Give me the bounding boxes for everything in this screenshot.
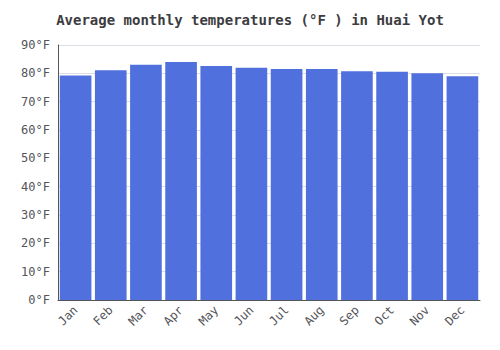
svg-text:Jun: Jun	[231, 303, 256, 328]
svg-text:10°F: 10°F	[21, 265, 50, 279]
svg-text:Average monthly temperatures (: Average monthly temperatures (°F ) in Hu…	[56, 12, 444, 28]
svg-text:60°F: 60°F	[21, 123, 50, 137]
svg-text:Dec: Dec	[442, 303, 467, 328]
svg-text:Jul: Jul	[266, 303, 291, 328]
svg-text:30°F: 30°F	[21, 208, 50, 222]
svg-text:40°F: 40°F	[21, 180, 50, 194]
svg-text:20°F: 20°F	[21, 236, 50, 250]
svg-text:90°F: 90°F	[21, 38, 50, 52]
svg-text:80°F: 80°F	[21, 66, 50, 80]
svg-text:Sep: Sep	[337, 303, 362, 328]
svg-text:Apr: Apr	[161, 303, 186, 328]
svg-text:70°F: 70°F	[21, 95, 50, 109]
svg-text:Jan: Jan	[55, 303, 80, 328]
svg-text:Feb: Feb	[90, 303, 115, 328]
svg-text:Mar: Mar	[126, 303, 151, 328]
svg-text:May: May	[196, 303, 221, 328]
svg-text:Nov: Nov	[407, 303, 432, 328]
svg-text:0°F: 0°F	[28, 293, 50, 307]
svg-text:Oct: Oct	[372, 303, 397, 328]
svg-text:50°F: 50°F	[21, 151, 50, 165]
svg-text:Aug: Aug	[301, 303, 326, 328]
